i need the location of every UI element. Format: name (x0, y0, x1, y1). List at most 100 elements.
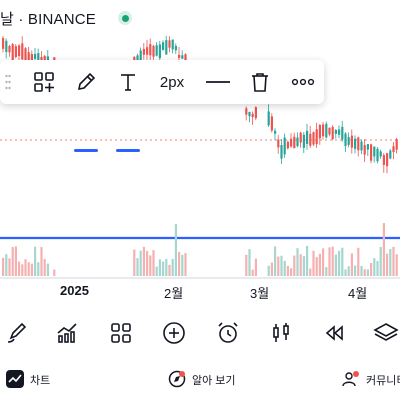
candle-body (280, 145, 283, 159)
tab-label: 차트 (30, 375, 51, 387)
alert-clock-icon[interactable] (213, 318, 243, 348)
volume-bar (136, 258, 139, 276)
volume-bar (142, 246, 145, 276)
candle-body (302, 134, 305, 148)
volume-bar (27, 262, 30, 276)
more-icon[interactable] (286, 60, 320, 104)
line-style-icon[interactable] (200, 60, 236, 104)
candle-body (168, 40, 171, 48)
tab-chart[interactable]: 차트 (6, 363, 50, 397)
drag-handle-icon[interactable] (4, 60, 12, 104)
volume-bar (325, 267, 328, 276)
explore-icon (168, 370, 186, 391)
candle-body (245, 108, 248, 115)
volume-bar (14, 246, 17, 276)
volume-bar (392, 246, 395, 276)
volume-bars (2, 223, 398, 276)
candle-body (344, 133, 347, 147)
volume-bar (162, 261, 165, 276)
candle-body (11, 44, 14, 61)
volume-bar (328, 247, 331, 276)
volume-bar (315, 257, 318, 276)
tab-ideas[interactable]: 알아 보기 (168, 363, 236, 397)
volume-bar (366, 269, 369, 276)
volume-bar (350, 253, 353, 276)
candle-body (149, 44, 152, 56)
candle-body (382, 155, 385, 165)
candle-body (254, 107, 257, 119)
candle-body (30, 54, 33, 64)
pencil-icon[interactable] (70, 60, 102, 104)
symbol-title[interactable]: 날 · BINANCE (0, 11, 97, 28)
candle-body (139, 50, 142, 66)
volume-bar (373, 258, 376, 276)
candle-body (386, 153, 389, 167)
volume-bar (363, 269, 366, 276)
tab-label: 커뮤니티 (366, 375, 400, 387)
candle-body (322, 124, 325, 137)
x-axis-label: 2월 (164, 286, 184, 301)
volume-bar (347, 266, 350, 276)
volume-bar (2, 257, 5, 276)
volume-bar (251, 269, 254, 276)
drawing-brush-icon[interactable] (2, 318, 32, 348)
candle-body (162, 42, 165, 51)
volume-bar (171, 258, 174, 276)
layers-icon[interactable] (371, 318, 400, 348)
add-icon[interactable] (159, 318, 189, 348)
price-chart[interactable] (0, 0, 400, 300)
volume-bar (286, 265, 289, 276)
line-width-button[interactable]: 2px (152, 60, 192, 104)
volume-bar (334, 254, 337, 276)
volume-bar (43, 259, 46, 276)
volume-bar (354, 265, 357, 276)
layouts-icon[interactable] (106, 318, 136, 348)
candle-body (158, 44, 161, 59)
volume-bar (309, 268, 312, 276)
volume-bar (306, 245, 309, 276)
candle-body (277, 139, 280, 148)
candlestick-icon[interactable] (266, 318, 296, 348)
trash-icon[interactable] (244, 60, 276, 104)
tab-community[interactable]: 커뮤니티 (342, 363, 400, 397)
replay-icon[interactable] (319, 318, 349, 348)
candle-body (283, 137, 286, 155)
candle-body (27, 52, 30, 61)
candle-body (392, 146, 395, 152)
volume-bar (296, 248, 299, 276)
candle-body (318, 125, 321, 139)
volume-bar (290, 268, 293, 276)
candle-body (366, 144, 369, 150)
volume-bar (178, 251, 181, 276)
candle-body (21, 43, 24, 60)
volume-bar (341, 247, 344, 276)
templates-icon[interactable] (28, 60, 60, 104)
indicators-icon[interactable] (52, 318, 82, 348)
community-icon (342, 370, 360, 391)
candle-body (315, 129, 318, 145)
candle-body (248, 111, 251, 117)
candle-body (296, 137, 299, 147)
candlesticks (2, 35, 398, 174)
candle-body (360, 141, 363, 151)
candle-body (37, 53, 40, 67)
candle-body (299, 132, 302, 143)
candle-body (370, 144, 373, 161)
volume-bar (360, 265, 363, 276)
volume-bar (24, 259, 27, 276)
volume-bar (8, 258, 11, 276)
pencil-color-indicator (74, 149, 98, 152)
candle-body (251, 113, 254, 118)
volume-bar (184, 253, 187, 276)
text-icon[interactable] (112, 60, 144, 104)
candle-body (341, 126, 344, 140)
tab-label: 알아 보기 (192, 375, 236, 387)
volume-bar (376, 261, 379, 276)
candle-body (363, 145, 366, 155)
candle-body (312, 132, 315, 145)
candle-body (354, 138, 357, 149)
volume-bar (30, 263, 33, 276)
volume-bar (293, 255, 296, 276)
volume-bar (174, 224, 177, 276)
candle-body (14, 46, 17, 57)
